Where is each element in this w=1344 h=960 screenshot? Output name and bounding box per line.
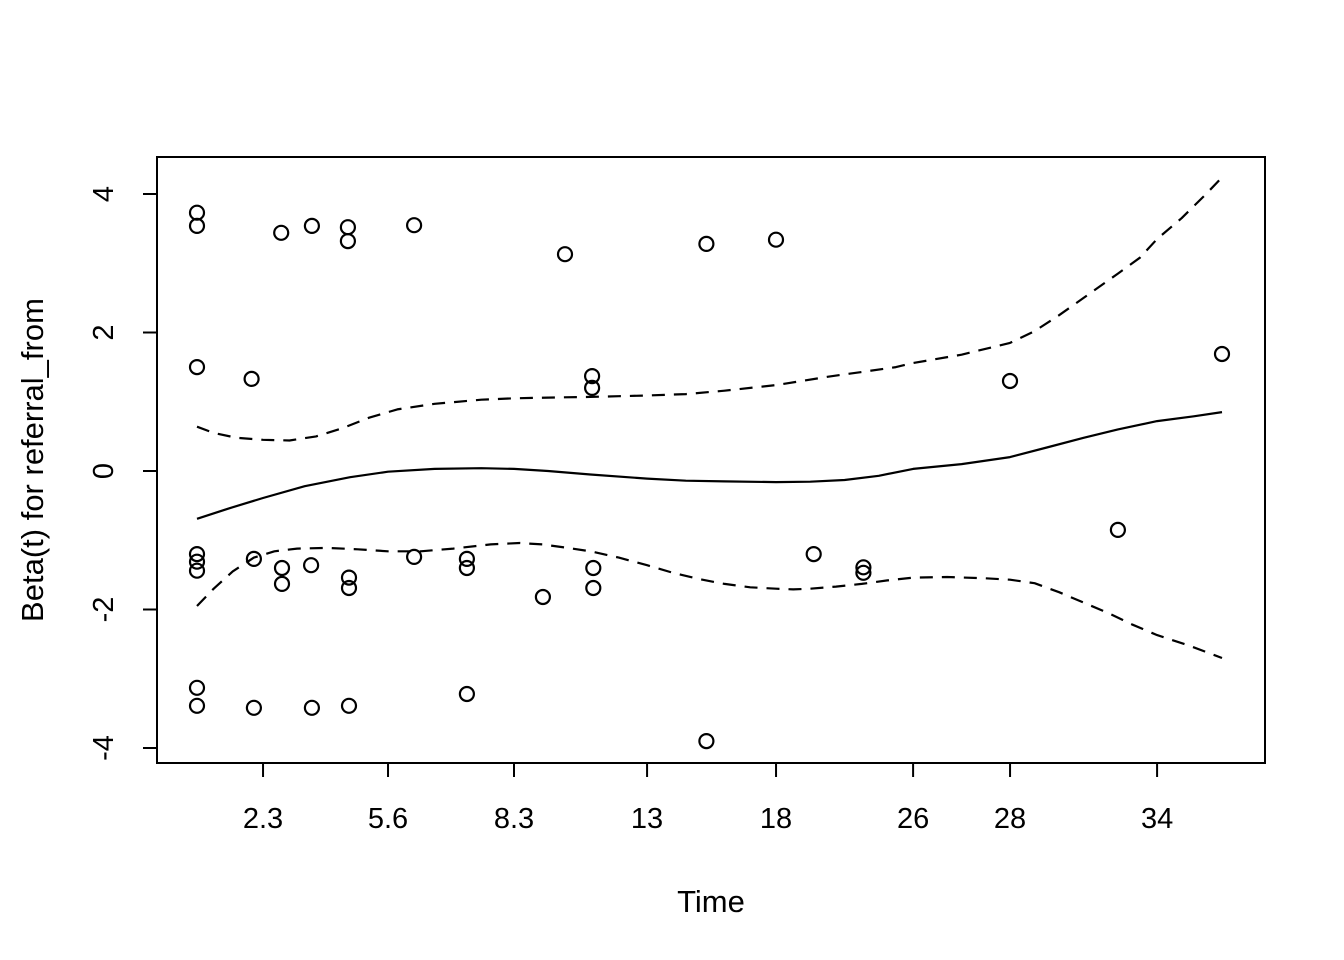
- y-tick-label: 2: [88, 324, 120, 340]
- residual-point: [458, 685, 475, 703]
- residual-point: [406, 548, 423, 566]
- x-axis-title: Time: [677, 884, 745, 919]
- x-tick-label: 28: [994, 803, 1026, 835]
- residual-point: [556, 246, 574, 263]
- residual-point: [340, 697, 358, 714]
- residual-point: [188, 204, 206, 221]
- x-tick-label: 34: [1141, 803, 1173, 835]
- residual-point: [243, 370, 260, 387]
- residual-point: [1001, 372, 1019, 390]
- residual-point: [188, 359, 206, 376]
- residual-point: [1213, 345, 1231, 363]
- residual-point: [583, 368, 601, 385]
- x-tick-label: 13: [631, 803, 663, 835]
- residual-point: [698, 732, 715, 750]
- y-tick-label: -4: [88, 735, 120, 761]
- y-tick-label: -2: [88, 597, 120, 623]
- residual-point: [245, 550, 262, 568]
- residual-point: [188, 679, 206, 696]
- x-tick-label: 2.3: [243, 803, 283, 835]
- residual-point: [458, 559, 475, 577]
- residual-point: [458, 550, 475, 568]
- residual-point: [188, 562, 206, 579]
- residual-point: [245, 699, 262, 716]
- residual-point: [339, 233, 356, 250]
- residual-point: [340, 569, 358, 586]
- y-tick-label: 4: [88, 186, 120, 202]
- residual-point: [1109, 521, 1127, 539]
- residual-point: [188, 697, 206, 714]
- lower-confidence-band-line: [196, 541, 1223, 660]
- y-tick-label: 0: [88, 463, 120, 479]
- residual-point: [188, 217, 206, 234]
- plot-border: [156, 156, 1266, 764]
- residual-point: [855, 559, 872, 576]
- residual-point: [534, 588, 552, 606]
- y-axis-title: Beta(t) for referral_from: [15, 298, 50, 622]
- residual-point: [339, 219, 356, 236]
- residual-point: [698, 235, 715, 252]
- x-tick-label: 26: [897, 803, 929, 835]
- residual-point: [340, 579, 358, 597]
- residual-point: [406, 217, 423, 234]
- residual-point: [273, 224, 290, 241]
- x-tick-label: 8.3: [494, 803, 534, 835]
- residual-point: [303, 557, 320, 574]
- residual-point: [188, 545, 206, 563]
- residual-point: [767, 231, 785, 248]
- residual-point: [303, 699, 320, 716]
- residual-point: [805, 545, 822, 563]
- x-tick-label: 18: [760, 803, 792, 835]
- residual-point: [273, 559, 291, 577]
- upper-confidence-band-line: [196, 176, 1223, 442]
- residual-point: [855, 564, 872, 581]
- residual-point: [585, 579, 602, 597]
- residual-point: [585, 559, 602, 577]
- residual-point: [188, 553, 206, 570]
- x-tick-label: 5.6: [368, 803, 408, 835]
- smooth-estimate-line: [196, 411, 1223, 520]
- residual-point: [273, 575, 291, 593]
- residual-point: [583, 379, 601, 396]
- residual-point: [303, 217, 320, 234]
